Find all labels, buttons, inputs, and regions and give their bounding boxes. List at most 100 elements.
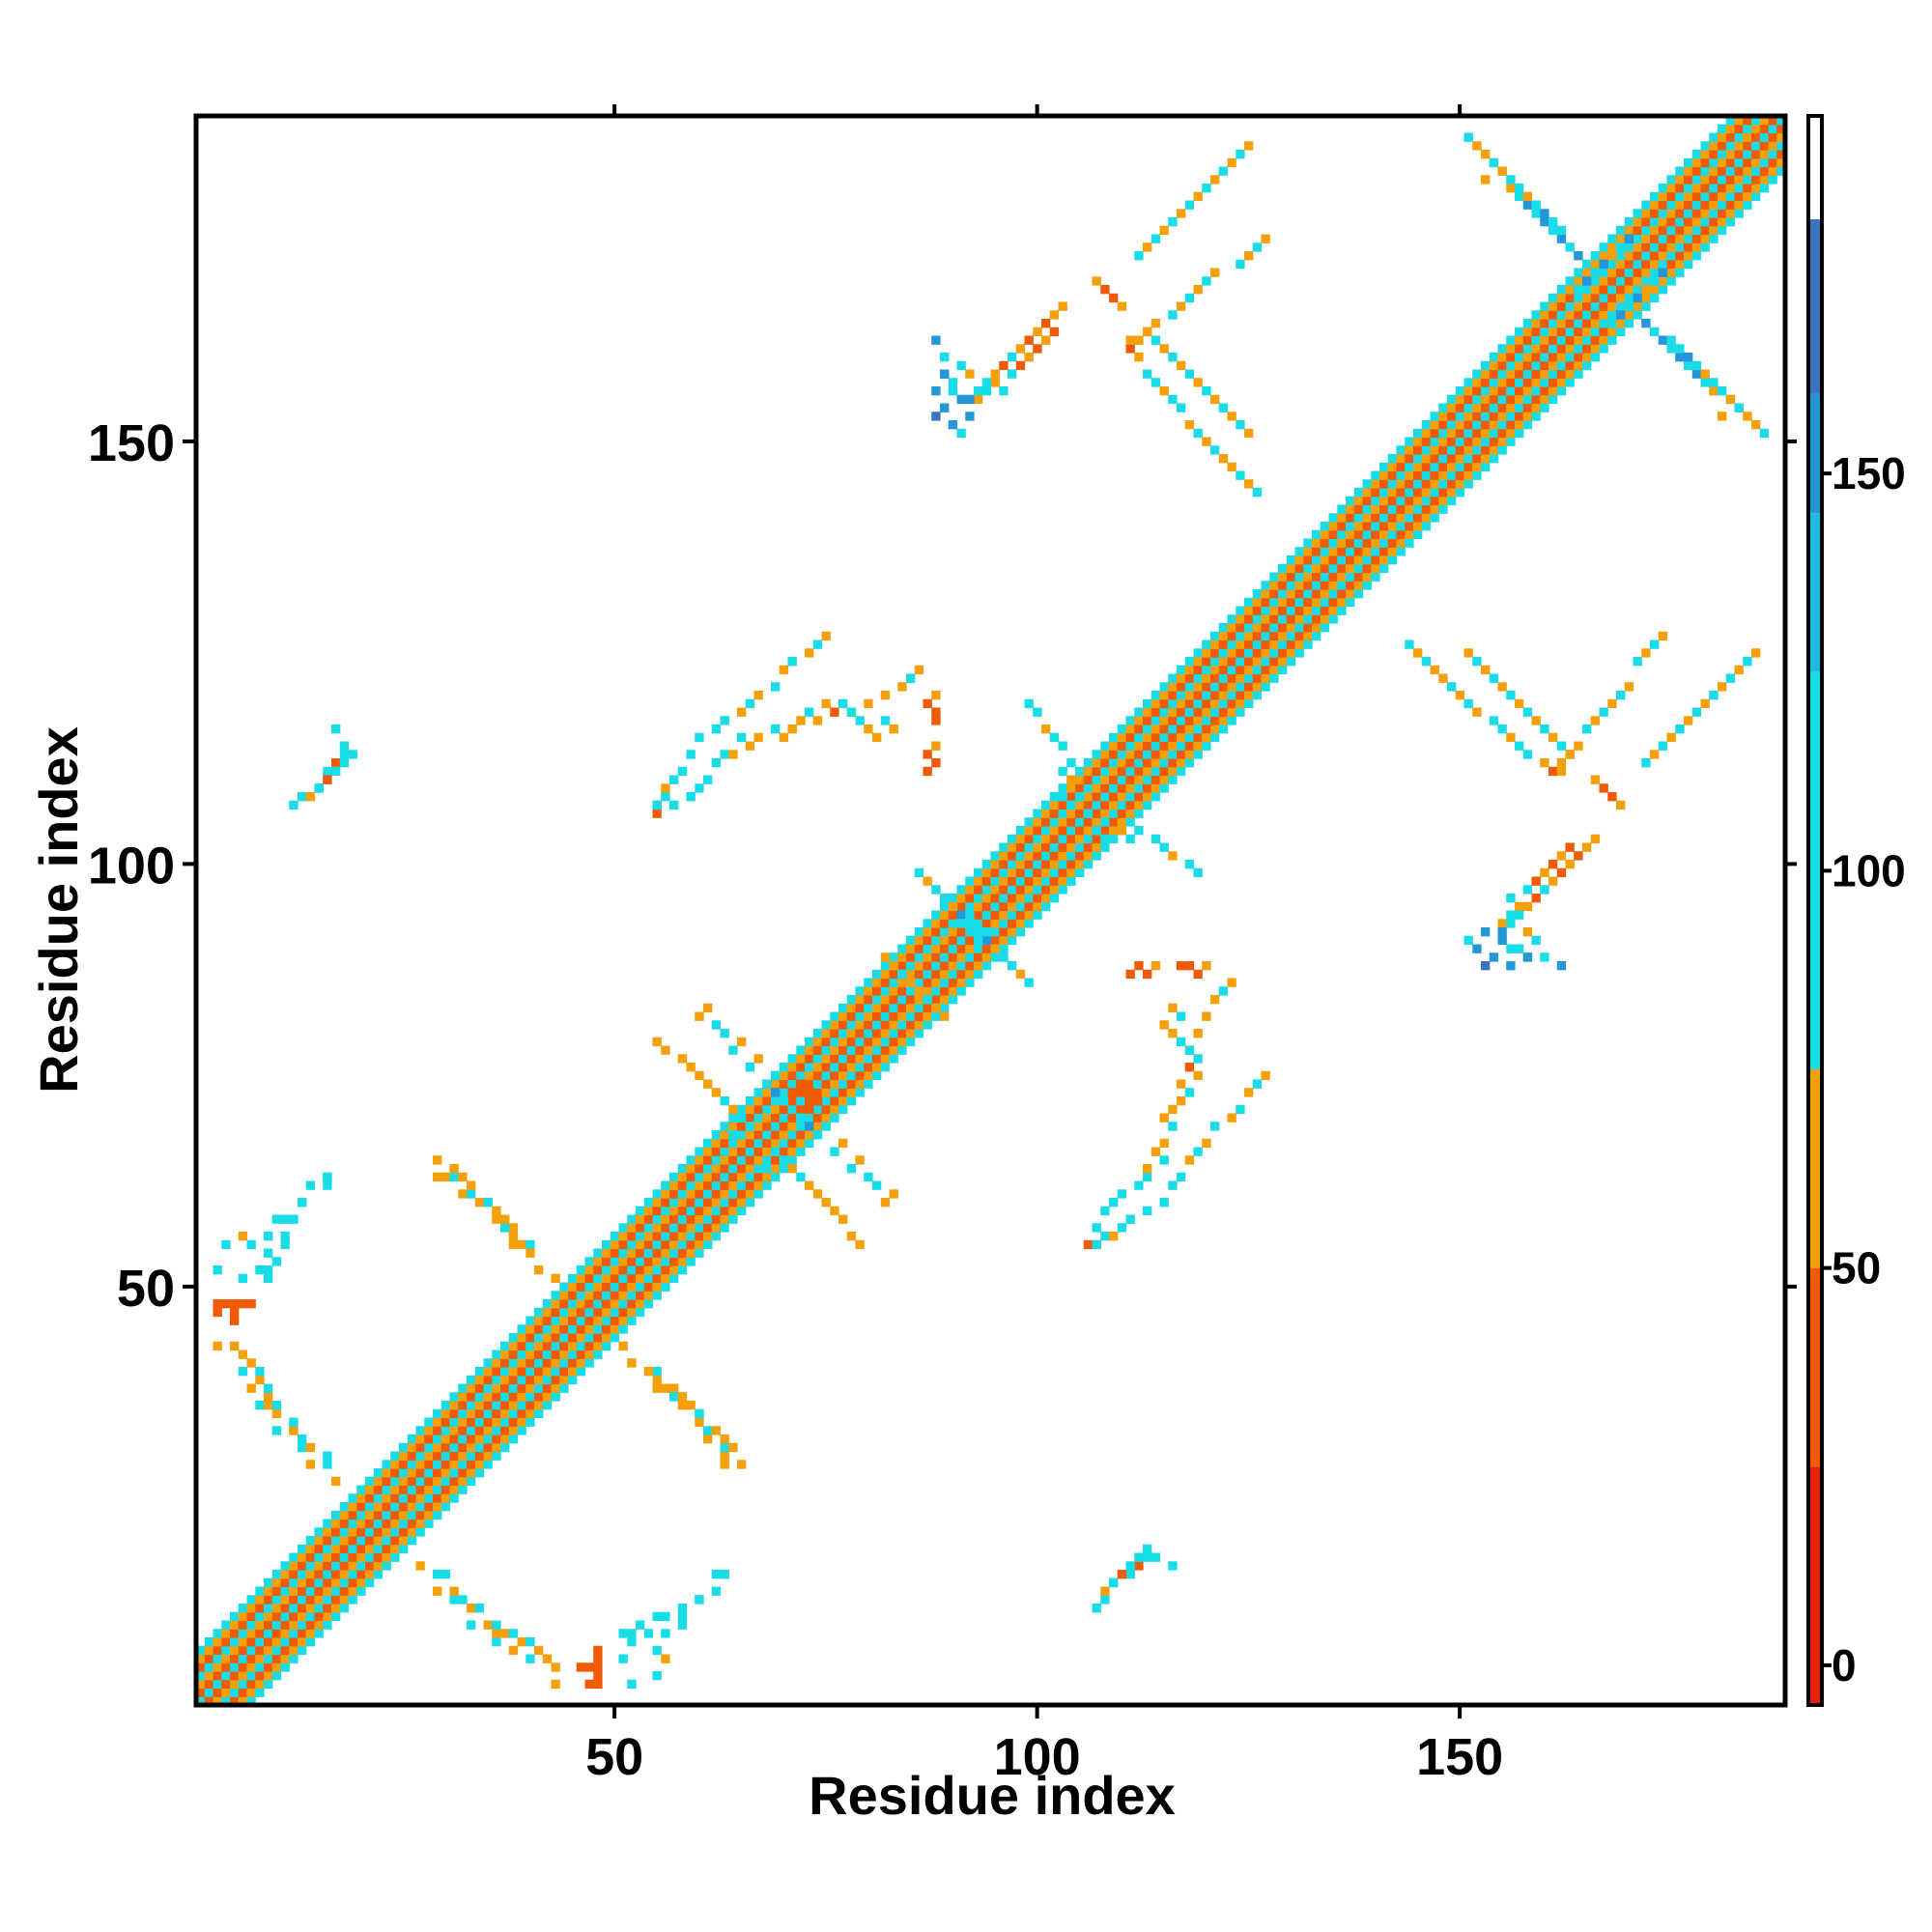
diagonal-cell [1041, 851, 1051, 861]
diagonal-cell [1624, 259, 1634, 270]
diagonal-cell [711, 1198, 722, 1208]
diagonal-cell [923, 935, 932, 946]
diagonal-cell [1718, 150, 1727, 159]
diagonal-cell [618, 1257, 628, 1266]
contact-cell [1548, 732, 1558, 743]
contact-cell [652, 1037, 662, 1047]
diagonal-cell [542, 1401, 553, 1410]
diagonal-cell [1751, 150, 1761, 159]
diagonal-cell [1751, 191, 1761, 202]
diagonal-cell [990, 919, 1000, 928]
diagonal-cell [467, 1375, 476, 1385]
diagonal-cell [1252, 657, 1263, 667]
diagonal-cell [1151, 698, 1161, 709]
contact-cell [720, 1029, 729, 1038]
contact-cell [618, 1341, 628, 1351]
diagonal-cell [669, 1265, 679, 1275]
diagonal-cell [1252, 631, 1263, 641]
diagonal-cell [1312, 572, 1321, 582]
diagonal-cell [1556, 369, 1567, 379]
diagonal-cell [1684, 200, 1693, 210]
contact-cell [1506, 910, 1516, 920]
diagonal-cell [534, 1316, 544, 1325]
diagonal-cell [390, 1502, 400, 1512]
diagonal-cell [1312, 581, 1321, 590]
diagonal-cell [474, 1426, 485, 1435]
diagonal-cell [1718, 124, 1727, 134]
contact-cell [1109, 1198, 1119, 1208]
diagonal-cell [931, 927, 941, 937]
diagonal-cell [204, 1696, 214, 1706]
diagonal-cell [1286, 581, 1296, 590]
diagonal-cell [356, 1519, 366, 1528]
diagonal-cell [526, 1417, 535, 1427]
diagonal-cell [1641, 293, 1651, 303]
diagonal-cell [314, 1595, 324, 1605]
diagonal-cell [433, 1417, 442, 1427]
diagonal-cell [440, 1460, 451, 1469]
contact-cell [1658, 268, 1668, 277]
diagonal-cell [1168, 691, 1178, 700]
diagonal-cell [728, 1214, 738, 1224]
diagonal-cell [1734, 124, 1744, 134]
diagonal-cell [669, 1248, 679, 1258]
contact-cell [1168, 1029, 1178, 1038]
diagonal-cell [1447, 454, 1457, 464]
diagonal-cell [1599, 344, 1608, 354]
contact-cell [1616, 310, 1626, 320]
diagonal-cell [1455, 412, 1465, 421]
diagonal-cell [1650, 293, 1660, 303]
diagonal-cell [1353, 572, 1364, 582]
diagonal-cell [762, 1113, 772, 1122]
contact-cell [458, 1595, 468, 1605]
diagonal-cell [737, 1130, 747, 1140]
contact-cell [686, 750, 696, 759]
diagonal-cell [1015, 842, 1026, 852]
contact-cell [1506, 961, 1516, 971]
diagonal-cell [246, 1620, 256, 1630]
diagonal-cell [1387, 496, 1398, 506]
diagonal-cell [1337, 555, 1347, 565]
diagonal-cell [1320, 563, 1330, 574]
diagonal-cell [1421, 462, 1432, 472]
diagonal-cell [390, 1468, 400, 1478]
diagonal-cell [830, 1104, 839, 1115]
contact-cell [1143, 1172, 1152, 1182]
contact-cell [669, 775, 679, 784]
diagonal-cell [390, 1519, 400, 1528]
diagonal-cell [1075, 826, 1085, 836]
diagonal-cell [1202, 657, 1211, 667]
diagonal-cell [880, 995, 891, 1005]
diagonal-cell [433, 1460, 442, 1469]
diagonal-cell [812, 1113, 823, 1122]
diagonal-cell [855, 1088, 865, 1097]
diagonal-cell [415, 1502, 425, 1512]
diagonal-cell [1438, 462, 1448, 472]
diagonal-cell [1337, 589, 1347, 599]
diagonal-cell [1371, 496, 1380, 506]
diagonal-cell [526, 1367, 535, 1377]
diagonal-cell [407, 1435, 417, 1444]
diagonal-cell [415, 1510, 425, 1520]
contact-cell [771, 724, 781, 734]
diagonal-cell [1421, 522, 1432, 531]
diagonal-cell [1565, 285, 1575, 295]
diagonal-cell [753, 1113, 763, 1122]
diagonal-cell [999, 901, 1009, 912]
diagonal-cell [872, 1045, 882, 1055]
diagonal-cell [1684, 234, 1693, 243]
contact-cell [728, 1104, 738, 1115]
diagonal-cell [728, 1147, 738, 1156]
diagonal-cell [737, 1147, 747, 1156]
diagonal-cell [399, 1536, 409, 1546]
contact-cell [271, 1257, 282, 1266]
diagonal-cell [1066, 783, 1076, 793]
diagonal-cell [1675, 217, 1685, 227]
diagonal-cell [1294, 572, 1304, 582]
diagonal-cell [1303, 606, 1313, 615]
diagonal-cell [956, 978, 966, 987]
diagonal-cell [1049, 851, 1060, 861]
diagonal-cell [1008, 901, 1017, 912]
diagonal-cell [872, 995, 882, 1005]
diagonal-cell [1379, 538, 1389, 548]
